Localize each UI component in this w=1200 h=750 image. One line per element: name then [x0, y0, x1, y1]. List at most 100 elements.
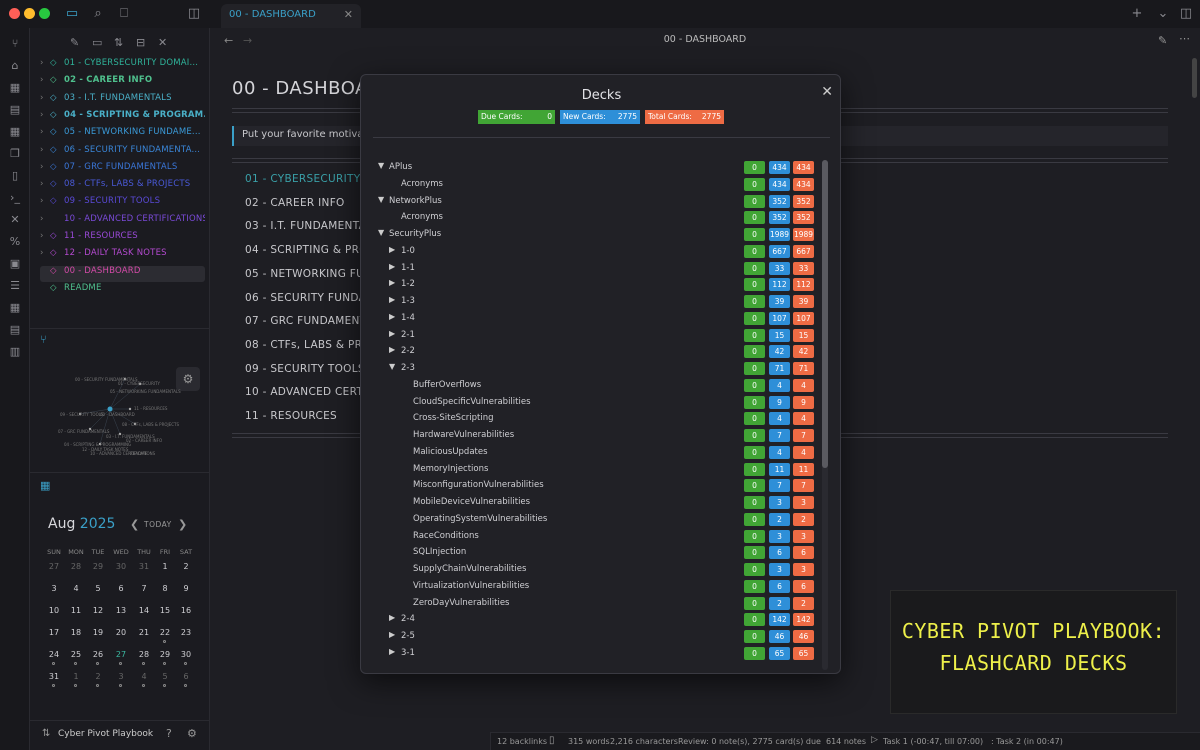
dashboard-link[interactable]: 08 - CTFs, LABS & PRO — [245, 338, 371, 351]
calendar-day[interactable]: 13 — [115, 606, 127, 615]
deck-row[interactable]: ▶ 2-1 0 15 15 — [361, 327, 840, 344]
deck-name[interactable]: 1-0 — [401, 245, 415, 256]
tree-item[interactable]: ◇ 00 - DASHBOARD — [40, 265, 205, 282]
kanban-icon[interactable]: ▥ — [9, 345, 21, 358]
calendar-day[interactable]: 6 — [183, 672, 189, 681]
calendar-day[interactable]: 31 — [138, 562, 150, 571]
calendar-day[interactable]: 10 — [48, 606, 60, 615]
backlinks-count[interactable]: 12 backlinks — [497, 737, 548, 746]
forward-arrow-icon[interactable]: → — [243, 34, 253, 47]
tab-dashboard[interactable]: 00 - DASHBOARD ✕ — [221, 4, 361, 28]
sort-icon[interactable]: ⇅ — [114, 36, 124, 49]
tools-icon[interactable]: ✕ — [10, 213, 20, 226]
deck-row[interactable]: ▶ 2-5 0 46 46 — [361, 628, 840, 645]
new-folder-icon[interactable]: ▭ — [92, 36, 103, 49]
calendar-day[interactable]: 29 — [92, 562, 104, 571]
play-icon[interactable]: ▷ — [871, 735, 878, 745]
deck-row[interactable]: CloudSpecificVulnerabilities 0 9 9 — [361, 394, 840, 411]
deck-row[interactable]: Acronyms 0 434 434 — [361, 176, 840, 193]
review-status[interactable]: Review: 0 note(s), 2775 card(s) due — [678, 737, 821, 746]
deck-name[interactable]: CloudSpecificVulnerabilities — [413, 396, 531, 407]
more-options-icon[interactable]: ⋯ — [1179, 32, 1190, 45]
close-icon[interactable]: ✕ — [343, 8, 353, 21]
back-arrow-icon[interactable]: ← — [224, 34, 234, 47]
tree-item[interactable]: › ◇ 09 - SECURITY TOOLS — [40, 196, 205, 212]
tree-item[interactable]: › ◇ 08 - CTFs, LABS & PROJECTS — [40, 179, 205, 195]
flashcards-icon[interactable]: ▣ — [9, 257, 21, 270]
deck-row[interactable]: ▼ APlus 0 434 434 — [361, 159, 840, 176]
deck-row[interactable]: SupplyChainVulnerabilities 0 3 3 — [361, 561, 840, 578]
deck-row[interactable]: MaliciousUpdates 0 4 4 — [361, 444, 840, 461]
task-1-status[interactable]: Task 1 (-00:47, till 07:00) — [883, 737, 984, 746]
tree-item[interactable]: › ◇ 12 - DAILY TASK NOTES — [40, 248, 205, 264]
scrollbar[interactable] — [1192, 58, 1197, 98]
dashboard-link[interactable]: 09 - SECURITY TOOLS — [245, 362, 365, 375]
deck-name[interactable]: 1-4 — [401, 312, 415, 323]
tree-item[interactable]: › ◇ 07 - GRC FUNDAMENTALS — [40, 162, 205, 178]
deck-name[interactable]: SupplyChainVulnerabilities — [413, 564, 527, 574]
chevron-right-icon[interactable]: › — [40, 75, 44, 86]
deck-name[interactable]: MisconfigurationVulnerabilities — [413, 480, 544, 491]
dashboard-link[interactable]: 03 - I.T. FUNDAMENTAL — [245, 220, 373, 233]
deck-name[interactable]: RaceConditions — [413, 530, 479, 541]
tree-item[interactable]: › ◇ 11 - RESOURCES — [40, 231, 205, 247]
calendar-day[interactable]: 11 — [70, 606, 82, 615]
calendar-day[interactable]: 5 — [95, 584, 101, 593]
calendar-day[interactable]: 7 — [141, 584, 147, 593]
caret-right-icon[interactable]: ▶ — [389, 646, 396, 656]
calendar-day[interactable]: 18 — [70, 628, 82, 637]
calendar-day[interactable]: 8 — [162, 584, 168, 593]
calendar-day[interactable]: 3 — [118, 672, 124, 681]
calendar-day[interactable]: 1 — [73, 672, 79, 681]
calendar-day[interactable]: 15 — [159, 606, 171, 615]
caret-down-icon[interactable]: ▼ — [378, 194, 385, 204]
deck-name[interactable]: 2-4 — [401, 614, 415, 625]
deck-row[interactable]: RaceConditions 0 3 3 — [361, 528, 840, 545]
chevron-right-icon[interactable]: › — [40, 127, 44, 138]
deck-name[interactable]: 1-2 — [401, 279, 415, 290]
calendar-day[interactable]: 25 — [70, 650, 82, 659]
table-icon[interactable]: ▤ — [9, 323, 21, 336]
dashboard-link[interactable]: 07 - GRC FUNDAMENTA — [245, 315, 374, 328]
book-icon[interactable]: ▯ — [549, 735, 555, 746]
calendar-day[interactable]: 17 — [48, 628, 60, 637]
deck-name[interactable]: NetworkPlus — [389, 195, 442, 206]
calendar-day[interactable]: 14 — [138, 606, 150, 615]
deck-name[interactable]: 2-2 — [401, 346, 415, 357]
settings-icon[interactable]: ⚙ — [187, 727, 197, 740]
calendar-day[interactable]: 30 — [180, 650, 192, 659]
calendar-day[interactable]: 27 — [115, 650, 127, 659]
deck-row[interactable]: ▶ 2-4 0 142 142 — [361, 611, 840, 628]
deck-name[interactable]: 3-1 — [401, 647, 415, 658]
minimize-window-button[interactable] — [24, 8, 35, 19]
calendar-day[interactable]: 3 — [51, 584, 57, 593]
deck-row[interactable]: ▶ 1-2 0 112 112 — [361, 276, 840, 293]
deck-name[interactable]: VirtualizationVulnerabilities — [413, 580, 530, 591]
deck-name[interactable]: 2-3 — [401, 363, 415, 373]
collapse-icon[interactable]: ⊟ — [136, 36, 146, 49]
dashboard-link[interactable]: 02 - CAREER INFO — [245, 196, 345, 209]
deck-name[interactable]: ZeroDayVulnerabilities — [413, 597, 510, 608]
deck-name[interactable]: APlus — [389, 162, 413, 172]
caret-right-icon[interactable]: ▶ — [389, 244, 396, 254]
deck-name[interactable]: MemoryInjections — [413, 463, 489, 474]
vault-switcher[interactable]: ⇅ Cyber Pivot Playbook ? ⚙ — [30, 720, 210, 750]
caret-down-icon[interactable]: ▼ — [378, 228, 385, 237]
deck-row[interactable]: ▼ 2-3 0 71 71 — [361, 360, 840, 377]
calendar-day[interactable]: 4 — [141, 672, 147, 681]
chevron-right-icon[interactable]: › — [40, 161, 44, 172]
deck-row[interactable]: ▶ 3-1 0 65 65 — [361, 645, 840, 662]
vault-chevron-icon[interactable]: ⇅ — [42, 728, 51, 739]
deck-row[interactable]: Cross-SiteScripting 0 4 4 — [361, 410, 840, 427]
tree-item[interactable]: ◇ README — [40, 283, 205, 299]
calendar-day[interactable]: 2 — [95, 672, 101, 681]
caret-down-icon[interactable]: ▼ — [389, 362, 396, 371]
next-month-icon[interactable]: ❯ — [178, 518, 188, 531]
graph-icon[interactable]: ⑂ — [40, 333, 47, 346]
deck-row[interactable]: SQLInjection 0 6 6 — [361, 544, 840, 561]
caret-right-icon[interactable]: ▶ — [389, 345, 396, 355]
graph-canvas[interactable] — [30, 329, 210, 474]
deck-name[interactable]: SecurityPlus — [389, 229, 442, 239]
bookmark-icon[interactable]: ⎕ — [120, 6, 128, 21]
tree-item[interactable]: › ◇ 06 - SECURITY FUNDAMENTA... — [40, 145, 205, 161]
